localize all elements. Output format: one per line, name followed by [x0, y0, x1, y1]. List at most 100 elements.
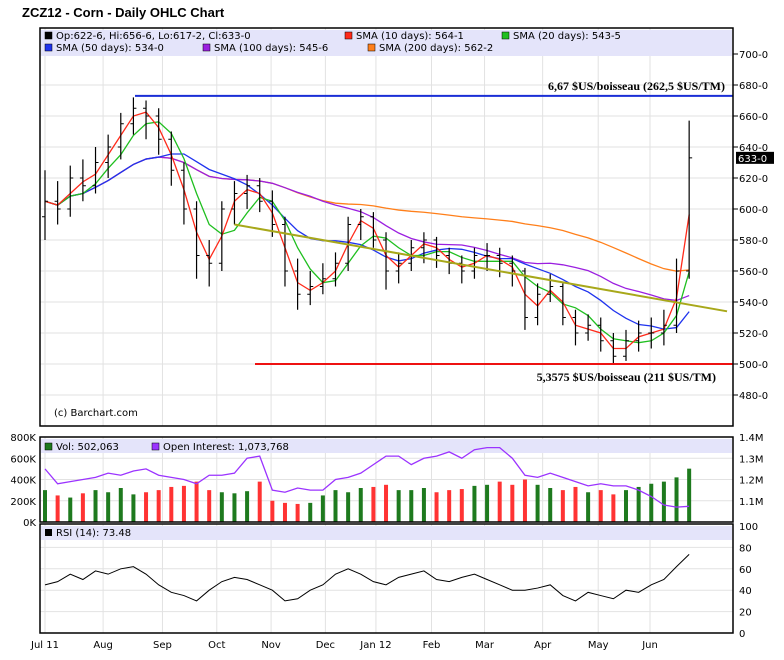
- volume-bar: [573, 486, 578, 522]
- panel-border: [39, 27, 734, 427]
- y-tick-label: 600-0: [739, 205, 768, 216]
- x-tick-label: Apr: [534, 640, 552, 651]
- ohlc-bar: [660, 309, 667, 346]
- x-tick-label: Feb: [423, 640, 441, 651]
- ohlc-bar: [686, 120, 693, 279]
- ohlc-bar: [484, 243, 491, 271]
- resistance-label: 6,67 $US/boisseau (262,5 $US/TM): [548, 79, 725, 93]
- legend-swatch-rsi: [45, 529, 52, 536]
- legend-swatch-sma200: [367, 43, 376, 52]
- volume-bar: [560, 490, 565, 522]
- ohlc-bar: [307, 271, 314, 306]
- ohlc-bar: [218, 201, 225, 271]
- ohlc-bar: [572, 309, 579, 346]
- rsi-tick-label: 20: [739, 608, 752, 619]
- volume-bar: [282, 502, 287, 522]
- x-tick-label: Oct: [208, 640, 225, 651]
- legend-swatch-sma20: [501, 31, 510, 40]
- volume-bar: [421, 488, 426, 522]
- x-tick-label: Mar: [475, 640, 495, 651]
- legend-oi: Open Interest: 1,073,768: [163, 442, 289, 453]
- volume-bar: [535, 484, 540, 522]
- legend-swatch-sma100: [202, 43, 211, 52]
- ohlc-bar: [231, 181, 238, 225]
- legend-sma100: SMA (100 days): 545-6: [214, 43, 328, 54]
- ohlc-bar: [269, 190, 276, 237]
- ohlc-bar: [67, 165, 74, 217]
- volume-bar: [93, 490, 98, 522]
- ohlc-bar: [294, 258, 301, 310]
- volume-bar: [548, 488, 553, 522]
- volume-bar: [384, 484, 389, 522]
- y-tick-label: 700-0: [739, 50, 768, 61]
- y-tick-label: 680-0: [739, 81, 768, 92]
- volume-bar: [270, 500, 275, 522]
- volume-bar: [611, 494, 616, 522]
- ohlc-bar: [471, 247, 478, 279]
- support-label: 5,3575 $US/boisseau (211 $US/TM): [537, 370, 716, 384]
- ohlc-bar: [155, 108, 162, 155]
- ohlc-bar: [206, 240, 213, 287]
- ohlc-bar: [585, 314, 592, 341]
- rsi-tick-label: 40: [739, 586, 752, 597]
- ohlc-bar: [79, 159, 86, 202]
- volume-bar: [497, 481, 502, 522]
- x-tick-label: Jul 11: [30, 640, 59, 651]
- legend-band: [41, 439, 732, 453]
- volume-bar: [346, 492, 351, 522]
- volume-tick-label: 800K: [10, 433, 36, 444]
- x-tick-label: Jun: [641, 640, 658, 651]
- ohlc-bar: [130, 97, 137, 135]
- ohlc-bar: [623, 329, 630, 361]
- rsi-tick-label: 100: [739, 522, 758, 533]
- volume-bar: [624, 490, 629, 522]
- volume-bar: [649, 483, 654, 522]
- legend-band: [41, 30, 732, 56]
- y-tick-label: 560-0: [739, 267, 768, 278]
- legend-vol: Vol: 502,063: [56, 442, 119, 453]
- panel-border: [39, 523, 734, 634]
- ohlc-bar: [648, 317, 655, 349]
- ohlc-bar: [370, 212, 377, 248]
- legend-band: [41, 526, 732, 540]
- volume-bar: [43, 490, 47, 522]
- volume-bar: [245, 491, 250, 522]
- volume-bar: [687, 468, 692, 522]
- x-tick-label: Nov: [261, 640, 281, 651]
- volume-bar: [118, 488, 123, 522]
- panel-price: [40, 28, 733, 426]
- y-tick-label: 640-0: [739, 143, 768, 154]
- x-tick-label: May: [588, 640, 609, 651]
- y-tick-label: 620-0: [739, 174, 768, 185]
- ohlc-bar: [168, 131, 175, 186]
- y-tick-label: 520-0: [739, 329, 768, 340]
- volume-bar: [68, 497, 73, 522]
- volume-bar: [598, 490, 603, 522]
- volume-bar: [459, 489, 464, 522]
- volume-bar: [169, 486, 174, 522]
- volume-bar: [219, 492, 224, 522]
- volume-bar: [586, 492, 591, 522]
- volume-bar: [371, 486, 376, 522]
- volume-bar: [181, 485, 186, 522]
- volume-bar: [232, 493, 237, 522]
- ohlc-bar: [92, 147, 99, 194]
- legend-swatch-sma50: [44, 43, 53, 52]
- volume-bar: [320, 495, 325, 522]
- volume-bar: [447, 490, 452, 522]
- y-tick-label: 500-0: [739, 360, 768, 371]
- volume-bar: [207, 490, 212, 522]
- volume-tick-label: 0K: [23, 518, 36, 529]
- legend-swatch-oi: [151, 442, 160, 451]
- volume-tick-label: 600K: [10, 454, 36, 465]
- ohlc-bar: [357, 209, 364, 240]
- volume-bar: [522, 479, 527, 522]
- volume-bar: [144, 492, 149, 522]
- ohlc-bar: [635, 320, 642, 352]
- volume-bar: [194, 481, 199, 522]
- panel-rsi: [40, 524, 733, 633]
- legend-swatch-sma10: [344, 31, 353, 40]
- ohlc-bar: [559, 283, 566, 326]
- ohlc-bar: [117, 112, 124, 160]
